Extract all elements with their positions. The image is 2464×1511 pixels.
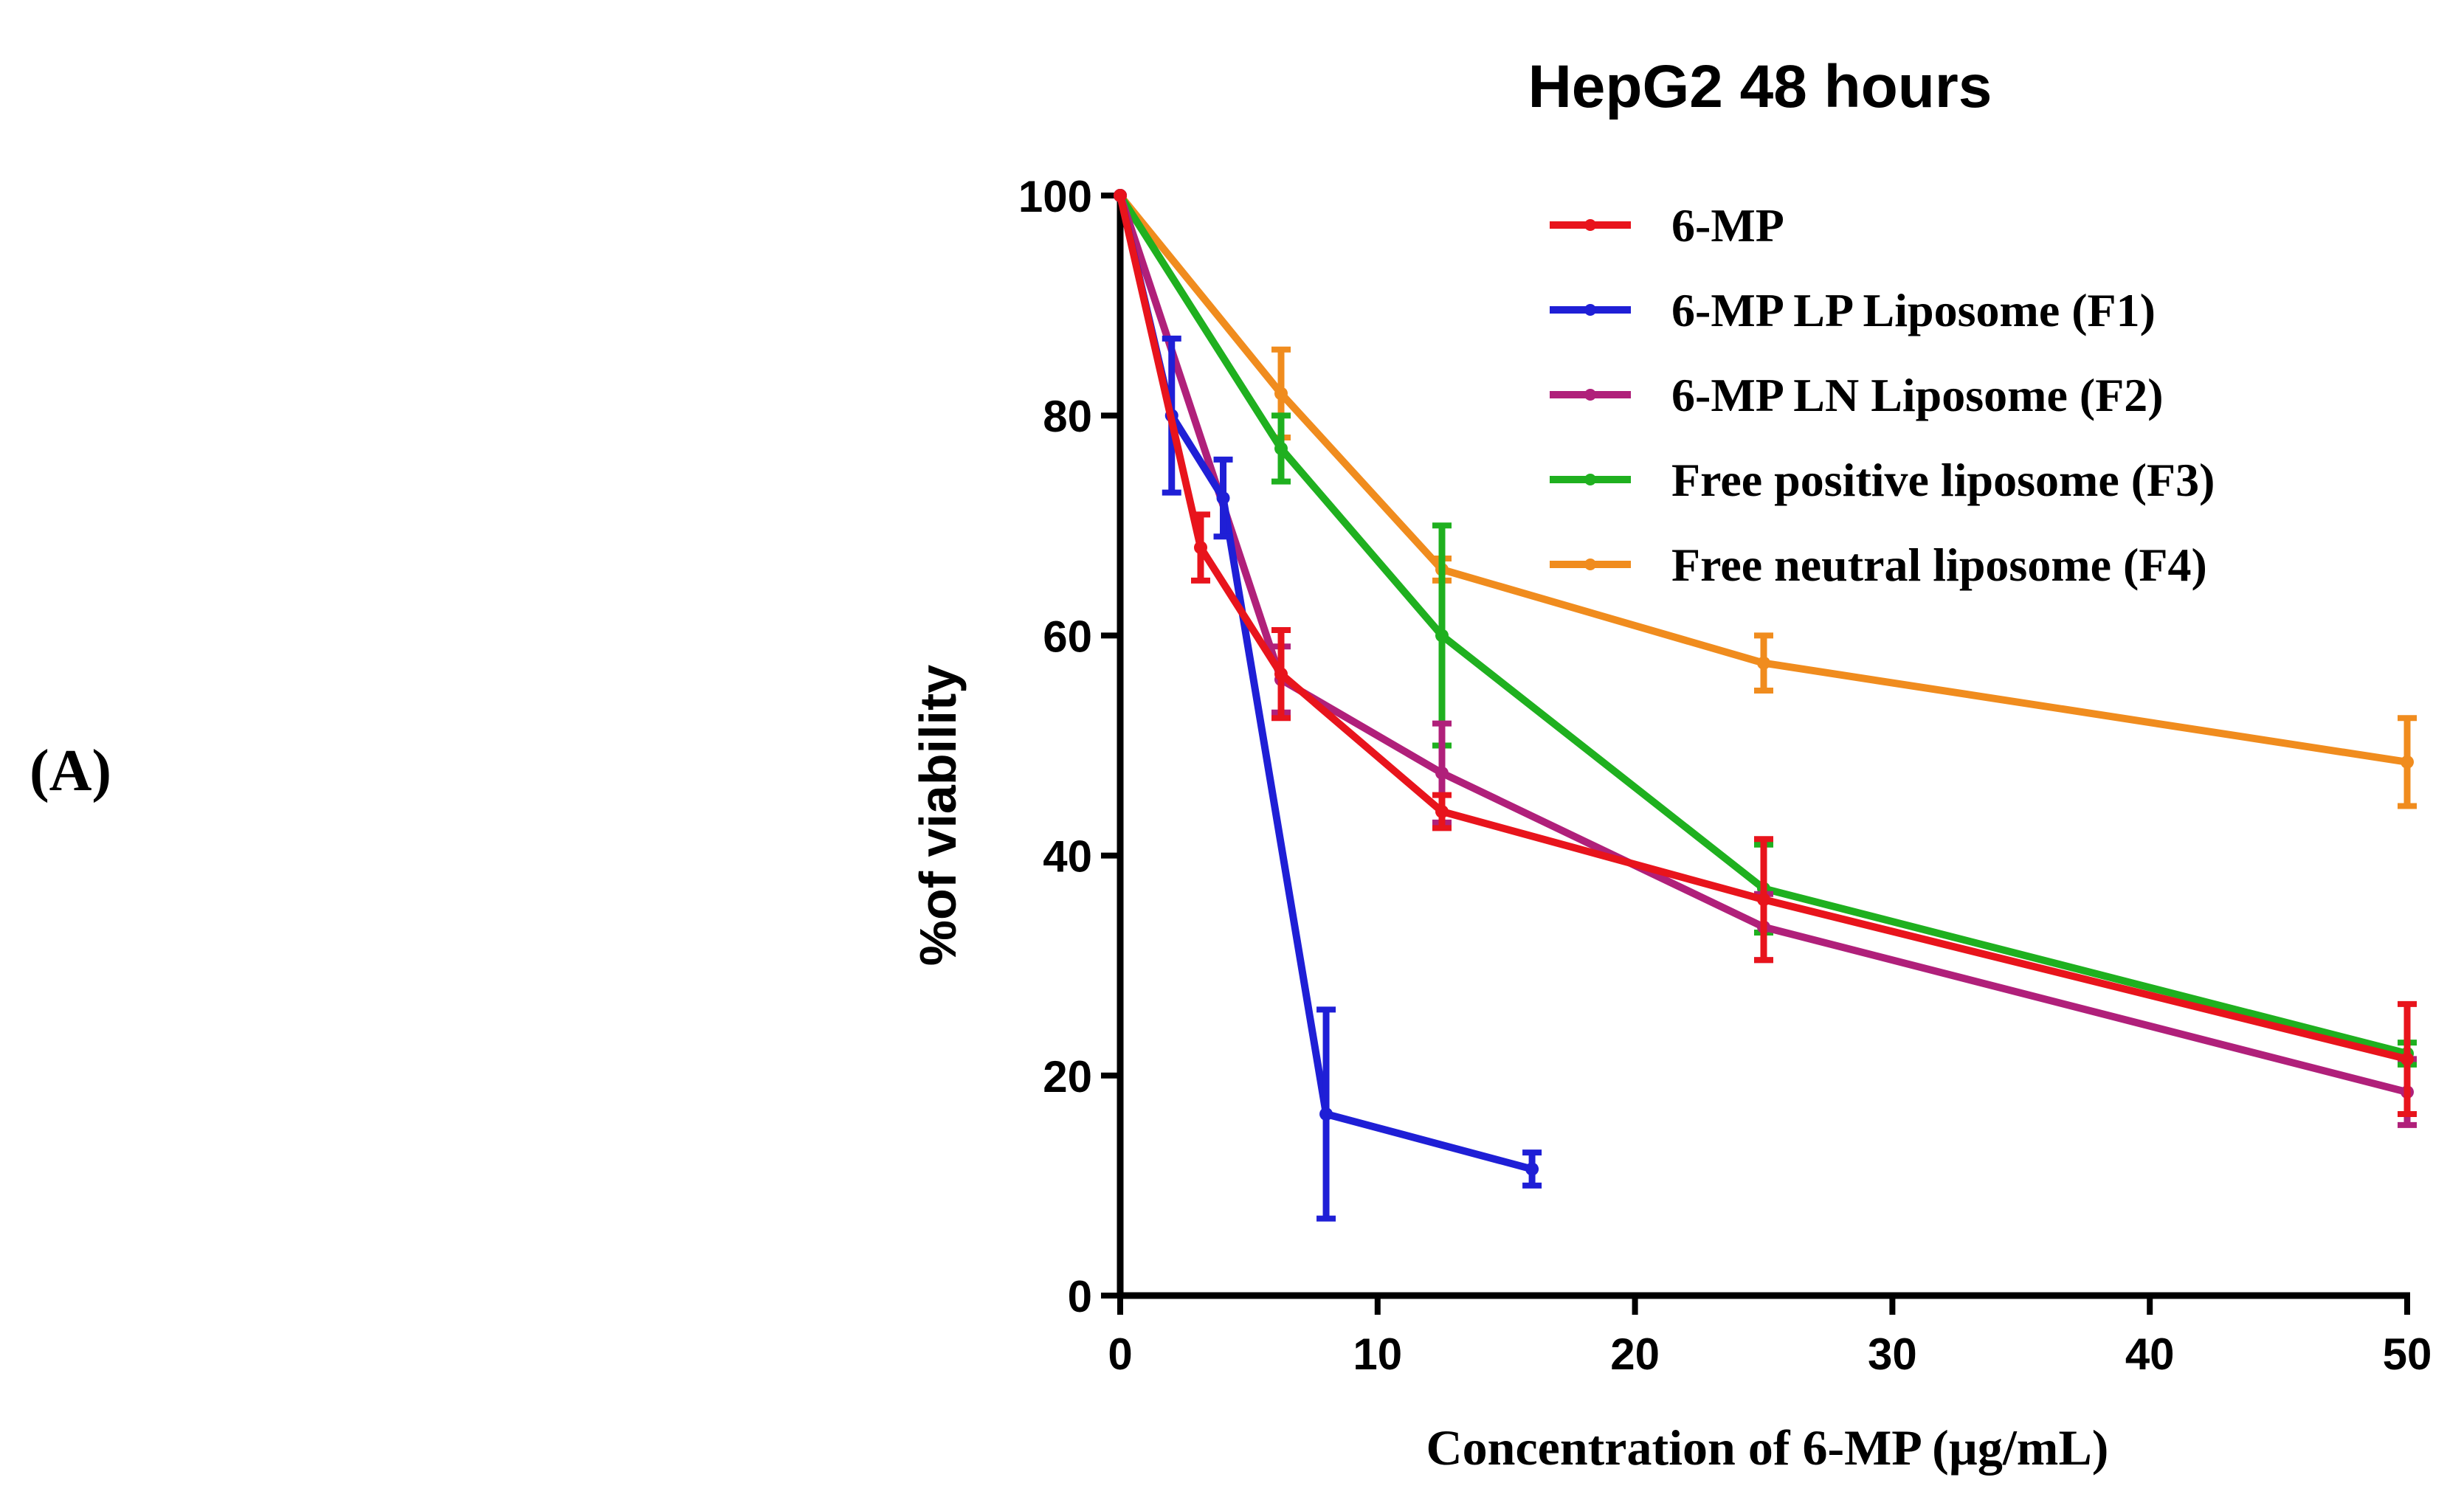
y-tick-label: 80 — [1043, 392, 1092, 441]
data-point — [1274, 441, 1288, 455]
axes: 0 20 40 60 80 100 0 10 20 30 40 50 — [1018, 172, 2432, 1379]
data-point — [1216, 491, 1230, 505]
data-point — [1435, 629, 1449, 643]
data-point — [1319, 1107, 1333, 1121]
legend-label: 6-MP LP Liposome (F1) — [1671, 284, 2156, 336]
data-point — [1757, 656, 1770, 670]
chart-title: HepG2 48 hours — [1528, 53, 1992, 120]
series-layer — [1114, 189, 2417, 1222]
data-point — [1274, 667, 1288, 681]
data-point — [1757, 893, 1770, 907]
legend-marker — [1584, 219, 1596, 231]
y-tick-label: 0 — [1068, 1272, 1092, 1321]
x-tick-label: 10 — [1353, 1330, 1402, 1379]
legend-label: 6-MP LN Liposome (F2) — [1671, 369, 2164, 421]
y-tick-label: 100 — [1018, 172, 1092, 221]
data-point — [1435, 766, 1449, 780]
legend-marker — [1584, 559, 1596, 570]
series-line — [1117, 194, 2409, 1063]
y-axis-label: %of viability — [909, 665, 967, 966]
legend: 6-MP 6-MP LP Liposome (F1) 6-MP LN Liposom… — [1550, 199, 2215, 591]
data-point — [2401, 1052, 2414, 1066]
legend-marker — [1584, 389, 1596, 401]
x-tick-label: 40 — [2125, 1330, 2175, 1379]
x-tick-label: 30 — [1868, 1330, 1917, 1379]
y-tick-label: 40 — [1043, 832, 1092, 882]
legend-label: Free neutral liposome (F4) — [1671, 539, 2207, 591]
data-point — [1194, 541, 1207, 555]
panel-label: (A) — [30, 739, 112, 803]
y-tick-label: 20 — [1043, 1052, 1092, 1102]
x-tick-label: 50 — [2383, 1330, 2432, 1379]
legend-label: Free positive liposome (F3) — [1671, 454, 2215, 506]
y-tick-label: 60 — [1043, 612, 1092, 661]
x-tick-label: 0 — [1108, 1330, 1132, 1379]
x-tick-label: 20 — [1610, 1330, 1660, 1379]
data-point — [1114, 189, 1127, 202]
data-point — [1274, 387, 1288, 401]
series-0 — [1114, 189, 2417, 1117]
data-point — [2401, 755, 2414, 769]
legend-label: 6-MP — [1671, 199, 1784, 252]
data-point — [1525, 1162, 1539, 1176]
legend-marker — [1584, 474, 1596, 485]
data-point — [1435, 804, 1449, 818]
legend-marker — [1584, 304, 1596, 316]
x-axis-label: Concentration of 6-MP (µg/mL) — [1426, 1420, 2109, 1476]
